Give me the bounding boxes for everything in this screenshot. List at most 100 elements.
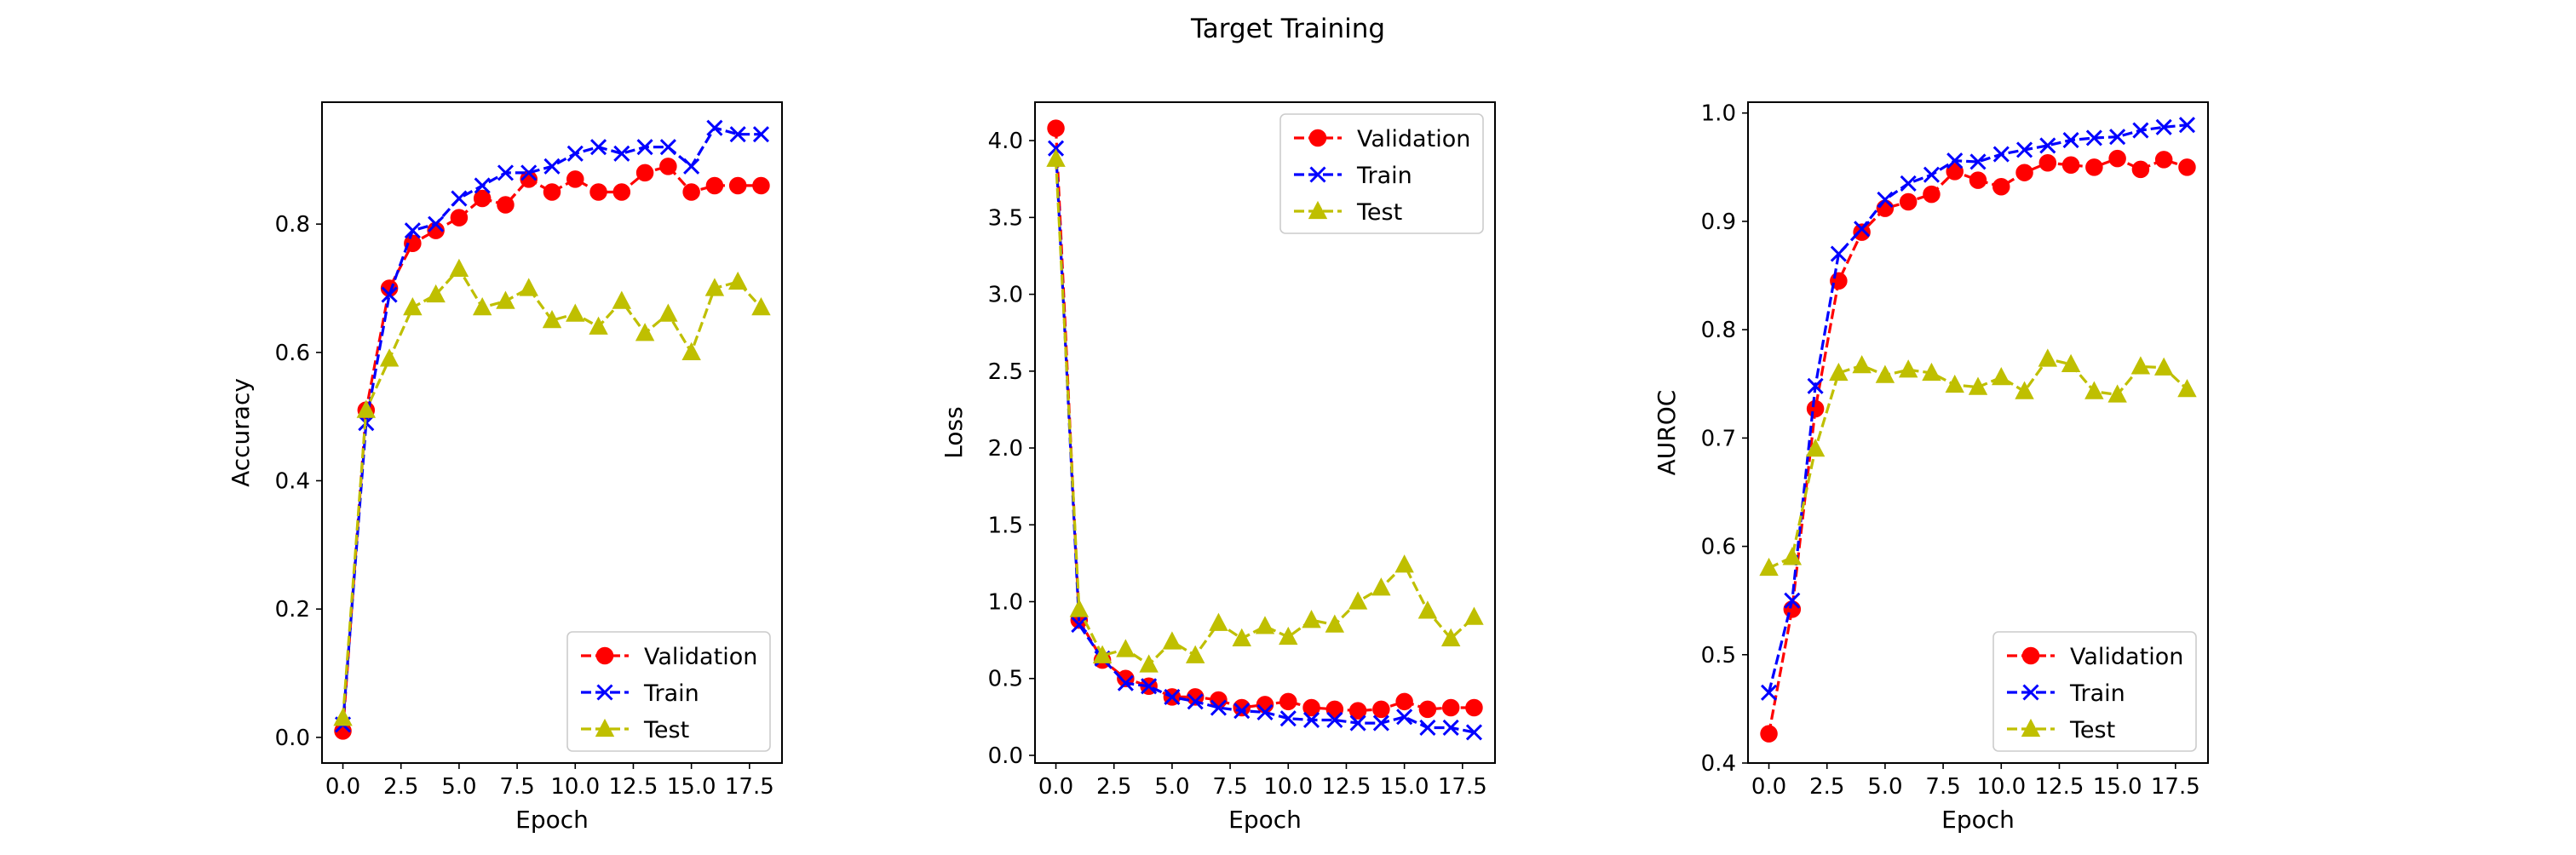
data-point-train bbox=[1442, 719, 1459, 737]
data-point-test bbox=[1209, 612, 1228, 631]
legend-label: Test bbox=[643, 717, 689, 743]
legend-item-train: Train bbox=[1294, 163, 1412, 189]
legend-item-validation: Validation bbox=[581, 644, 757, 670]
y-tick-label: 0.5 bbox=[1701, 643, 1736, 669]
data-point-test bbox=[426, 284, 446, 303]
data-point-test bbox=[333, 708, 353, 726]
data-point-train bbox=[2155, 118, 2172, 135]
data-point-validation bbox=[1853, 223, 1871, 241]
legend-label: Validation bbox=[644, 644, 757, 670]
x-tick-label: 15.0 bbox=[2093, 774, 2142, 800]
data-point-train bbox=[1923, 166, 1941, 183]
legend-item-test: Test bbox=[581, 717, 689, 743]
y-tick-label: 0.6 bbox=[1701, 535, 1736, 560]
data-point-train bbox=[404, 222, 421, 239]
data-point-test bbox=[379, 348, 400, 367]
data-point-test bbox=[1805, 438, 1826, 457]
legend-item-train: Train bbox=[2007, 680, 2125, 707]
data-point-validation bbox=[2061, 156, 2080, 175]
data-point-train bbox=[1969, 153, 1987, 170]
data-point-test bbox=[403, 296, 423, 316]
data-point-test bbox=[519, 278, 538, 296]
data-point-validation bbox=[404, 234, 422, 252]
x-axis-label: Epoch bbox=[515, 806, 589, 834]
data-point-test bbox=[1968, 376, 1988, 395]
data-point-train bbox=[1900, 175, 1917, 192]
data-point-test bbox=[1302, 610, 1321, 628]
y-tick-label: 0.9 bbox=[1701, 209, 1736, 235]
y-tick-label: 1.5 bbox=[988, 513, 1023, 538]
data-point-train bbox=[1946, 152, 1964, 169]
data-point-train bbox=[1992, 146, 2010, 163]
x-tick-label: 7.5 bbox=[1925, 774, 1960, 800]
legend: Validation Train Test bbox=[1992, 631, 2197, 752]
data-point-validation bbox=[2131, 160, 2150, 179]
y-axis-label: Accuracy bbox=[227, 378, 255, 487]
data-point-validation bbox=[1441, 698, 1460, 717]
data-point-train bbox=[1784, 592, 1801, 609]
data-point-validation bbox=[1992, 177, 2010, 196]
data-point-train bbox=[2109, 129, 2126, 146]
data-point-train bbox=[729, 126, 746, 143]
data-point-test bbox=[2015, 381, 2034, 399]
data-point-validation bbox=[1899, 192, 1918, 211]
data-point-validation bbox=[635, 164, 654, 182]
data-point-test bbox=[1139, 654, 1159, 673]
data-point-train bbox=[1047, 140, 1065, 157]
y-tick-label: 4.0 bbox=[988, 129, 1023, 154]
legend-label: Test bbox=[1356, 199, 1402, 226]
y-tick-label: 3.5 bbox=[988, 205, 1023, 231]
data-point-validation bbox=[1047, 119, 1065, 137]
data-point-validation bbox=[1348, 702, 1367, 720]
legend-label: Train bbox=[1356, 163, 1412, 189]
data-point-test bbox=[1945, 374, 1964, 393]
data-point-train bbox=[1877, 191, 1894, 209]
data-point-train bbox=[1760, 684, 1778, 701]
data-point-train bbox=[1349, 714, 1366, 732]
data-point-train bbox=[428, 215, 445, 232]
data-point-train bbox=[1279, 710, 1297, 727]
data-point-test bbox=[1116, 639, 1136, 657]
data-point-train bbox=[2039, 137, 2056, 154]
legend-marker bbox=[1308, 129, 1327, 147]
data-point-validation bbox=[1876, 199, 1895, 217]
legend-box bbox=[1279, 113, 1484, 234]
data-point-train bbox=[381, 286, 398, 303]
figure-title: Target Training bbox=[1190, 14, 1385, 44]
data-point-test bbox=[1069, 599, 1090, 617]
data-point-test bbox=[1898, 359, 1918, 378]
series-validation bbox=[1047, 119, 1483, 720]
data-point-train bbox=[1465, 724, 1483, 741]
data-point-validation bbox=[566, 170, 584, 188]
data-point-test bbox=[1782, 547, 1803, 565]
data-point-validation bbox=[2108, 149, 2126, 168]
data-point-train bbox=[1256, 703, 1274, 721]
x-tick-label: 17.5 bbox=[1438, 774, 1487, 800]
x-tick-label: 15.0 bbox=[1380, 774, 1429, 800]
x-tick-label: 17.5 bbox=[725, 774, 774, 800]
data-point-test bbox=[727, 271, 748, 290]
data-point-train bbox=[1396, 709, 1413, 726]
data-point-train bbox=[659, 139, 676, 156]
data-point-test bbox=[589, 316, 608, 335]
data-point-validation bbox=[1279, 692, 1297, 711]
data-point-train bbox=[2178, 117, 2196, 134]
data-point-validation bbox=[1325, 700, 1344, 719]
data-point-test bbox=[1162, 631, 1182, 650]
data-point-validation bbox=[1186, 688, 1205, 706]
y-tick-label: 3.0 bbox=[988, 283, 1023, 308]
legend-item-test: Test bbox=[1294, 199, 1402, 226]
x-tick-label: 5.0 bbox=[1867, 774, 1902, 800]
data-point-test bbox=[1279, 626, 1298, 646]
data-point-test bbox=[566, 303, 585, 322]
legend-label: Train bbox=[2069, 680, 2125, 707]
series-test bbox=[333, 258, 771, 726]
x-tick-label: 0.0 bbox=[1751, 774, 1786, 800]
axis-frame bbox=[321, 101, 783, 764]
y-axis-label: Loss bbox=[940, 406, 968, 458]
data-point-validation bbox=[705, 176, 724, 195]
x-tick-label: 5.0 bbox=[441, 774, 476, 800]
data-point-validation bbox=[2154, 151, 2173, 169]
data-point-validation bbox=[1760, 725, 1778, 743]
